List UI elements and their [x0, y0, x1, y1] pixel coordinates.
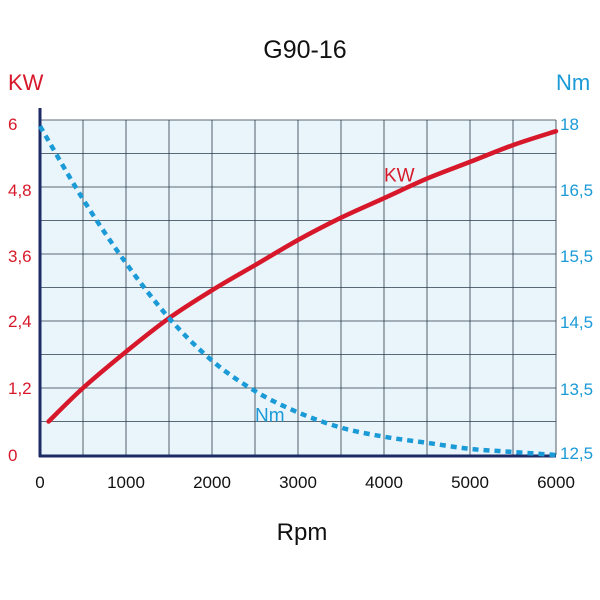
- y-left-tick-label: 1,2: [8, 379, 32, 398]
- axes: [38, 108, 556, 458]
- y-right-tick-label: 16,5: [560, 181, 593, 200]
- y-axis-left-label: KW: [8, 70, 44, 95]
- x-tick-label: 4000: [365, 473, 403, 492]
- chart-title: G90-16: [263, 36, 346, 64]
- x-tick-label: 2000: [193, 473, 231, 492]
- series-line-kw: [46, 128, 559, 424]
- y-right-tick-label: 14,5: [560, 313, 593, 332]
- y-right-tick-label: 13,5: [560, 380, 593, 399]
- y-right-tick-label: 12,5: [560, 444, 593, 463]
- x-tick-label: 6000: [537, 473, 575, 492]
- series-lines: [38, 124, 559, 458]
- y-axis-right-label: Nm: [556, 70, 590, 95]
- y-left-tick-label: 2,4: [8, 312, 32, 331]
- grid-lines: [40, 119, 557, 455]
- series-line-nm: [38, 124, 557, 458]
- annotations: KW Nm: [255, 165, 415, 426]
- series-annotation: Nm: [255, 406, 285, 427]
- tick-labels: 0 1000 2000 3000 4000 5000 6000 0 1,2 2,4 3,6 4,8 6 1…: [8, 115, 593, 492]
- x-tick-label: 0: [35, 473, 44, 492]
- x-axis-label: Rpm: [277, 519, 328, 546]
- y-right-tick-label: 15,5: [560, 247, 593, 266]
- y-left-tick-label: 6: [8, 115, 17, 134]
- y-left-tick-label: 4,8: [8, 181, 32, 200]
- series-annotation: KW: [384, 165, 415, 186]
- y-left-tick-label: 0: [8, 446, 17, 465]
- y-left-tick-label: 3,6: [8, 247, 32, 266]
- y-right-tick-label: 18: [560, 115, 579, 134]
- x-tick-label: 3000: [279, 473, 317, 492]
- x-tick-label: 1000: [107, 473, 145, 492]
- x-tick-label: 5000: [451, 473, 489, 492]
